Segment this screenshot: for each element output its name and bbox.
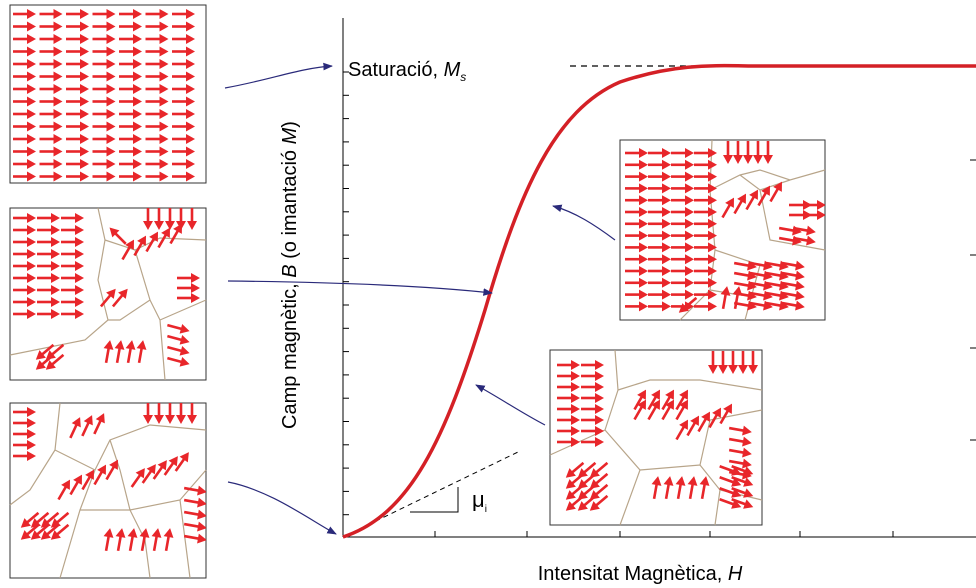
slope-label: μi <box>472 487 487 515</box>
connector-arrow <box>553 206 615 240</box>
domain-box <box>10 403 206 578</box>
label-part: M <box>444 59 461 81</box>
slope-triangle <box>410 487 458 512</box>
label-part: Intensitat Magnètica, <box>538 563 728 585</box>
label-part: H <box>728 563 743 585</box>
label-part: s <box>460 70 466 84</box>
domain-box <box>10 5 206 183</box>
connector-arrow <box>476 385 545 425</box>
connector-arrow <box>228 281 492 293</box>
x-axis-label: Intensitat Magnètica, H <box>538 563 743 585</box>
label-part: ) <box>279 121 301 128</box>
connector-arrow <box>225 66 332 88</box>
label-part: Saturació, <box>348 59 444 81</box>
label-part: B <box>279 264 301 277</box>
label-part: μ <box>472 487 485 512</box>
connector-arrow <box>228 482 336 534</box>
label-part: i <box>485 504 487 515</box>
saturation-label: Saturació, Ms <box>348 59 466 84</box>
label-part: M <box>279 127 301 144</box>
label-part: Camp magnètic, <box>279 278 301 429</box>
y-axis-label: Camp magnètic, B (o imantació M) <box>279 121 301 429</box>
label-part: (o imantació <box>279 144 301 264</box>
figure: Saturació, Ms μi Intensitat Magnètica, H… <box>0 0 976 588</box>
